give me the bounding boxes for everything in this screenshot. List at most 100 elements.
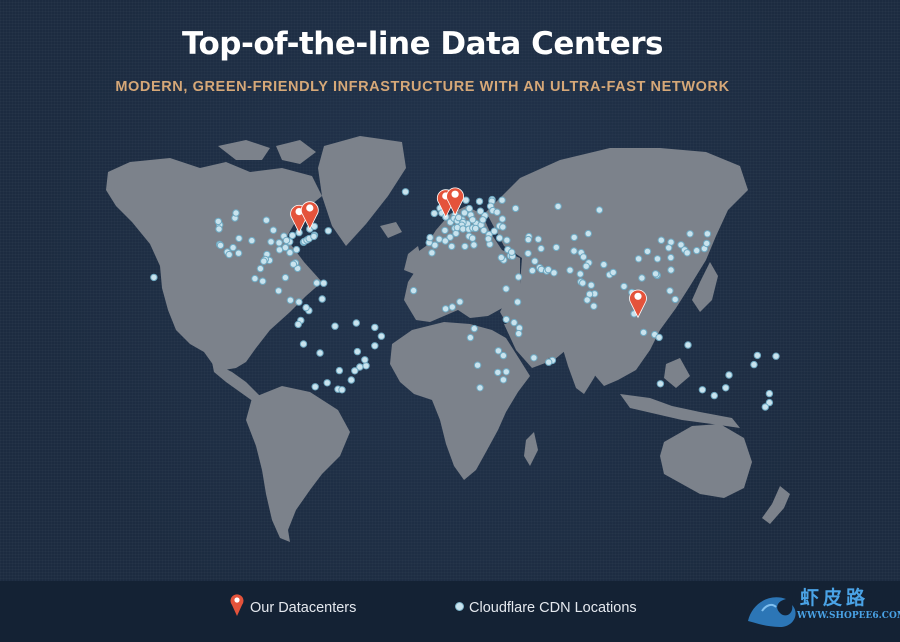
- cdn-location-dot: [494, 368, 502, 377]
- africa-landmass: [390, 322, 530, 480]
- cdn-location-dot: [352, 319, 360, 327]
- legend-bar: Our Datacenters Cloudflare CDN Locations: [0, 581, 900, 642]
- cdn-location-dot: [554, 202, 562, 211]
- cdn-location-dot: [460, 209, 469, 217]
- cdn-location-dot: [544, 265, 552, 274]
- cdn-location-dot: [426, 233, 434, 242]
- dot-icon: [455, 602, 464, 611]
- cdn-location-dot: [353, 347, 362, 356]
- cdn-location-dot: [570, 247, 578, 255]
- cdn-location-dot: [267, 238, 275, 246]
- cdn-location-dot: [371, 323, 379, 332]
- cdn-location-dot: [665, 244, 673, 252]
- cdn-location-dot: [722, 384, 730, 392]
- cdn-location-dot: [537, 244, 545, 253]
- cdn-location-dot: [693, 246, 701, 255]
- iceland: [380, 222, 402, 238]
- cdn-location-dot: [371, 342, 379, 350]
- cdn-location-dot: [671, 295, 679, 304]
- cdn-location-dot: [515, 329, 523, 338]
- cdn-location-dot: [225, 250, 233, 259]
- cdn-location-dot: [643, 247, 652, 256]
- cdn-location-dot: [503, 236, 511, 244]
- cdn-location-dot: [269, 226, 278, 234]
- cdn-location-dot: [653, 255, 662, 263]
- cdn-location-dot: [448, 242, 456, 251]
- cdn-location-dot: [656, 380, 665, 388]
- cdn-location-dot: [502, 315, 510, 324]
- arctic-islands: [218, 140, 316, 164]
- cdn-location-dot: [514, 273, 523, 281]
- cdn-location-dot: [566, 266, 574, 274]
- cdn-location-dot: [493, 208, 501, 216]
- cdn-location-dot: [677, 241, 685, 249]
- cdn-location-dot: [528, 266, 537, 275]
- cdn-location-dot: [765, 398, 774, 407]
- cdn-location-dot: [216, 241, 225, 250]
- cdn-location-dot: [466, 333, 475, 342]
- cdn-location-dot: [498, 196, 506, 204]
- legend-cdn-label: Cloudflare CDN Locations: [469, 600, 637, 616]
- cdn-location-dot: [295, 298, 303, 306]
- cdn-location-dot: [331, 322, 339, 330]
- cdn-location-dot: [461, 242, 469, 251]
- cdn-location-dot: [495, 234, 504, 242]
- cdn-location-dot: [259, 277, 267, 285]
- cdn-location-dot: [248, 236, 256, 245]
- cdn-location-dot: [281, 243, 290, 252]
- cdn-location-dot: [377, 332, 386, 340]
- world-land-masses: [106, 136, 790, 542]
- cdn-location-dot: [710, 391, 718, 400]
- cdn-location-dot: [484, 235, 493, 243]
- cdn-location-dot: [620, 282, 628, 291]
- cdn-location-dot: [703, 239, 711, 248]
- datacenter-pin: [446, 187, 464, 217]
- cdn-location-dot: [454, 213, 463, 222]
- watermark-name: 虾皮路: [800, 587, 870, 609]
- cdn-location-dot: [448, 303, 456, 311]
- world-map: [106, 136, 790, 542]
- cdn-location-dot: [530, 354, 538, 362]
- watermark-url: WWW.SHOPEE6.COM: [797, 611, 900, 621]
- cdn-location-dot: [468, 216, 477, 224]
- cdn-location-dot: [288, 231, 297, 240]
- datacenter-pin: [300, 201, 319, 230]
- cdn-location-dot: [316, 349, 324, 357]
- legend-datacenters-label: Our Datacenters: [250, 600, 357, 616]
- cdn-location-dot: [753, 351, 762, 360]
- cdn-location-dot: [524, 235, 532, 244]
- cdn-location-dot: [470, 241, 478, 249]
- cdn-location-dot: [471, 224, 480, 233]
- cdn-location-dot: [499, 223, 507, 231]
- page-subtitle: MODERN, GREEN-FRIENDLY INFRASTRUCTURE WI…: [115, 79, 730, 95]
- cdn-location-dot: [294, 320, 302, 329]
- cdn-location-dot: [286, 296, 295, 304]
- cdn-location-dot: [446, 233, 454, 241]
- cdn-location-dot: [765, 389, 774, 398]
- cdn-location-dot: [657, 236, 665, 244]
- cdn-location-dot: [286, 248, 294, 257]
- asia-landmass: [486, 148, 748, 386]
- cdn-location-dot: [475, 197, 484, 206]
- southeast-asia-islands: [620, 358, 740, 428]
- cdn-location-dot: [311, 383, 319, 391]
- cdn-location-dot: [479, 216, 487, 224]
- cdn-location-dot: [401, 188, 410, 196]
- cdn-location-dot: [441, 305, 450, 313]
- cdn-location-dot: [684, 341, 692, 349]
- cdn-location-dot: [639, 328, 648, 337]
- dragon-logo-icon: [748, 597, 796, 627]
- cdn-location-dot: [686, 230, 694, 238]
- cdn-location-dot: [761, 403, 769, 411]
- cdn-location-dot: [251, 274, 259, 283]
- cdn-location-dot: [465, 204, 473, 213]
- cdn-location-dot: [215, 225, 223, 233]
- cdn-location-dot: [480, 226, 488, 235]
- cdn-location-dot: [494, 347, 503, 355]
- cdn-location-dot: [476, 384, 484, 392]
- cdn-location-dot: [600, 260, 608, 269]
- cdn-location-dot: [590, 302, 598, 310]
- cdn-location-dot: [441, 226, 449, 235]
- cdn-location-dot: [579, 253, 588, 261]
